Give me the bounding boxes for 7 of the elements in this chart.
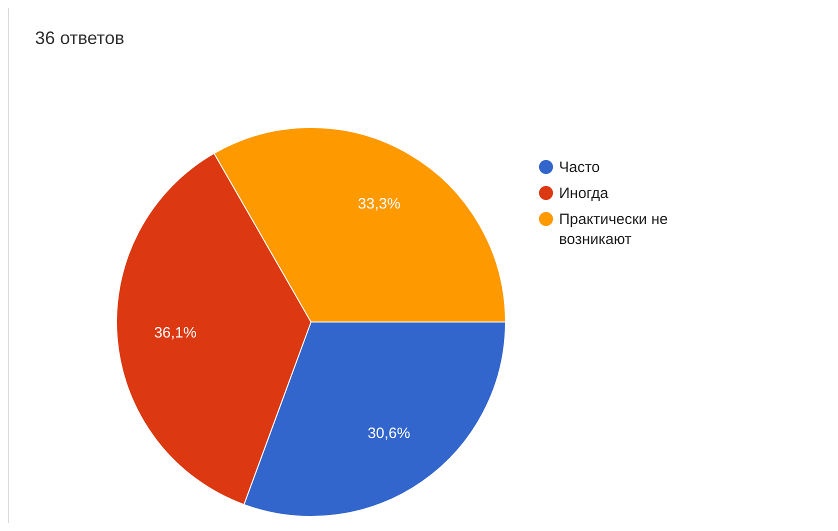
- legend-label: Часто: [559, 158, 601, 178]
- legend-label: Практически не возникают: [559, 210, 669, 250]
- data-label: 33,3%: [358, 195, 400, 212]
- data-label: 30,6%: [368, 424, 410, 442]
- data-label: 36,1%: [154, 324, 197, 342]
- chart-title: 36 ответов: [35, 28, 124, 49]
- legend-label: Иногда: [559, 184, 610, 204]
